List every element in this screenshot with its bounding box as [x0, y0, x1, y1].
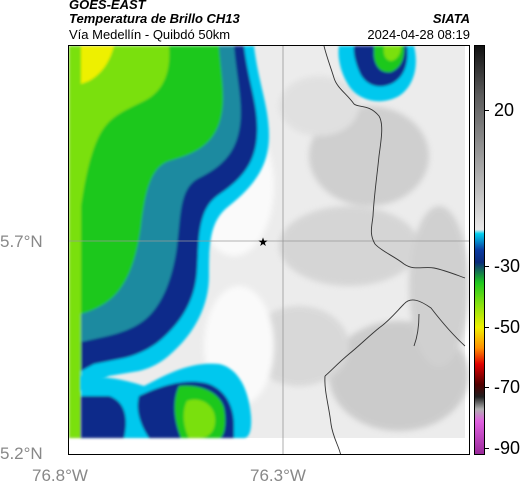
product-title: Temperatura de Brillo CH13 [69, 11, 240, 26]
colorbar-tick [485, 448, 489, 449]
map-panel: ★ [68, 45, 470, 455]
colorbar-tick [485, 266, 489, 267]
colorbar [474, 45, 485, 455]
star-icon: ★ [258, 235, 269, 249]
satellite-image: ★ [69, 46, 469, 454]
colorbar-label: -70 [494, 377, 521, 397]
lat-label-5-7: 5.7°N [0, 232, 43, 251]
timestamp-label: 2024-04-28 08:19 [367, 27, 470, 42]
satellite-title: GOES-EAST [69, 0, 146, 12]
colorbar-tick [485, 327, 489, 328]
colorbar-label: -50 [494, 317, 521, 337]
lon-label-76-8: 76.8°W [32, 466, 88, 485]
source-label: SIATA [432, 11, 470, 26]
lon-label-76-3: 76.3°W [250, 466, 306, 485]
colorbar-tick [485, 387, 489, 388]
colorbar-tick [485, 110, 489, 111]
lat-label-5-2: 5.2°N [0, 444, 43, 463]
colorbar-label: -90 [494, 438, 521, 458]
colorbar-label: -30 [494, 256, 521, 276]
colorbar-label: 20 [494, 100, 515, 120]
boundary-lines [323, 46, 466, 454]
region-subtitle: Vía Medellín - Quibdó 50km [69, 27, 231, 42]
